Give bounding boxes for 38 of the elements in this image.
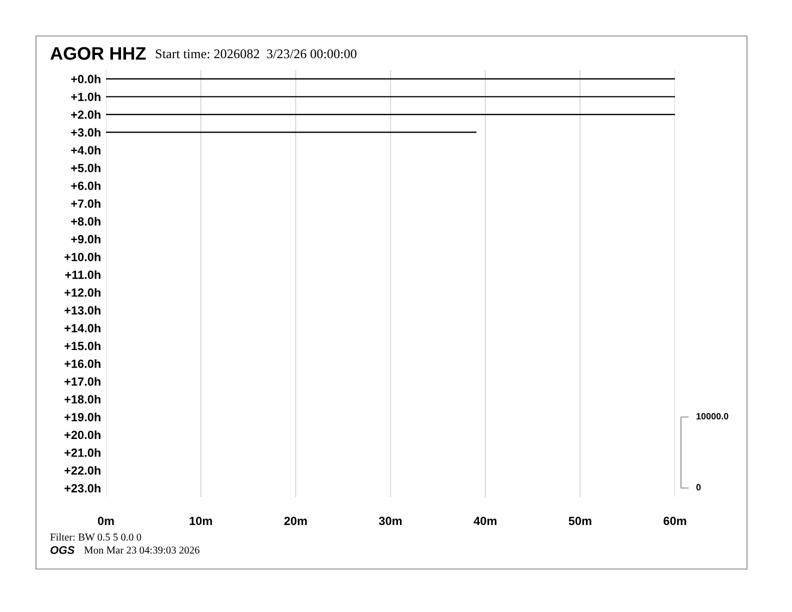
y-tick-label: +23.0h — [64, 484, 100, 493]
chart-title: AGOR HHZ — [50, 47, 146, 60]
y-tick-label: +21.0h — [64, 448, 100, 457]
x-tick-label: 60m — [664, 516, 686, 526]
y-tick-label: +9.0h — [71, 234, 100, 244]
text: OGS — [50, 546, 75, 554]
y-tick-label: +3.0h — [71, 128, 100, 137]
y-tick-label: +5.0h — [71, 164, 100, 172]
x-tick-label: 30m — [378, 516, 402, 526]
y-tick-label: +2.0h — [71, 110, 100, 119]
x-tick-label: 10m — [190, 516, 212, 526]
y-tick-label: +4.0h — [71, 146, 100, 154]
y-tick-label: +17.0h — [64, 377, 100, 386]
y-tick-label: +15.0h — [64, 341, 100, 350]
text: Mon Mar 23 04:39:03 2026 — [84, 546, 200, 554]
y-tick-label: +7.0h — [71, 199, 100, 208]
y-tick-label: +16.0h — [64, 359, 100, 368]
x-tick-label: 20m — [284, 516, 307, 526]
text: Filter: BW 0.5 5 0.0 0 — [50, 533, 142, 541]
text: 0 — [696, 484, 701, 490]
chart-subtitle: Start time: 2026082 3/23/26 00:00:00 — [156, 49, 356, 58]
y-tick-label: +6.0h — [71, 181, 100, 190]
y-tick-label: +20.0h — [64, 430, 100, 440]
y-tick-label: +22.0h — [64, 466, 100, 475]
y-tick-label: +14.0h — [64, 324, 100, 332]
y-tick-label: +1.0h — [71, 92, 100, 102]
x-tick-label: 50m — [568, 516, 592, 526]
x-tick-label: 40m — [474, 516, 496, 526]
y-tick-label: +19.0h — [64, 412, 100, 422]
y-tick-label: +18.0h — [64, 394, 100, 404]
y-tick-label: +12.0h — [64, 288, 100, 297]
y-tick-label: +0.0h — [71, 74, 100, 84]
y-tick-label: +8.0h — [71, 216, 100, 226]
text: 10000.0 — [696, 413, 728, 420]
y-tick-label: +13.0h — [64, 306, 100, 315]
y-tick-label: +10.0h — [64, 252, 100, 262]
x-tick-label: 0m — [98, 516, 114, 526]
y-tick-label: +11.0h — [65, 270, 100, 279]
